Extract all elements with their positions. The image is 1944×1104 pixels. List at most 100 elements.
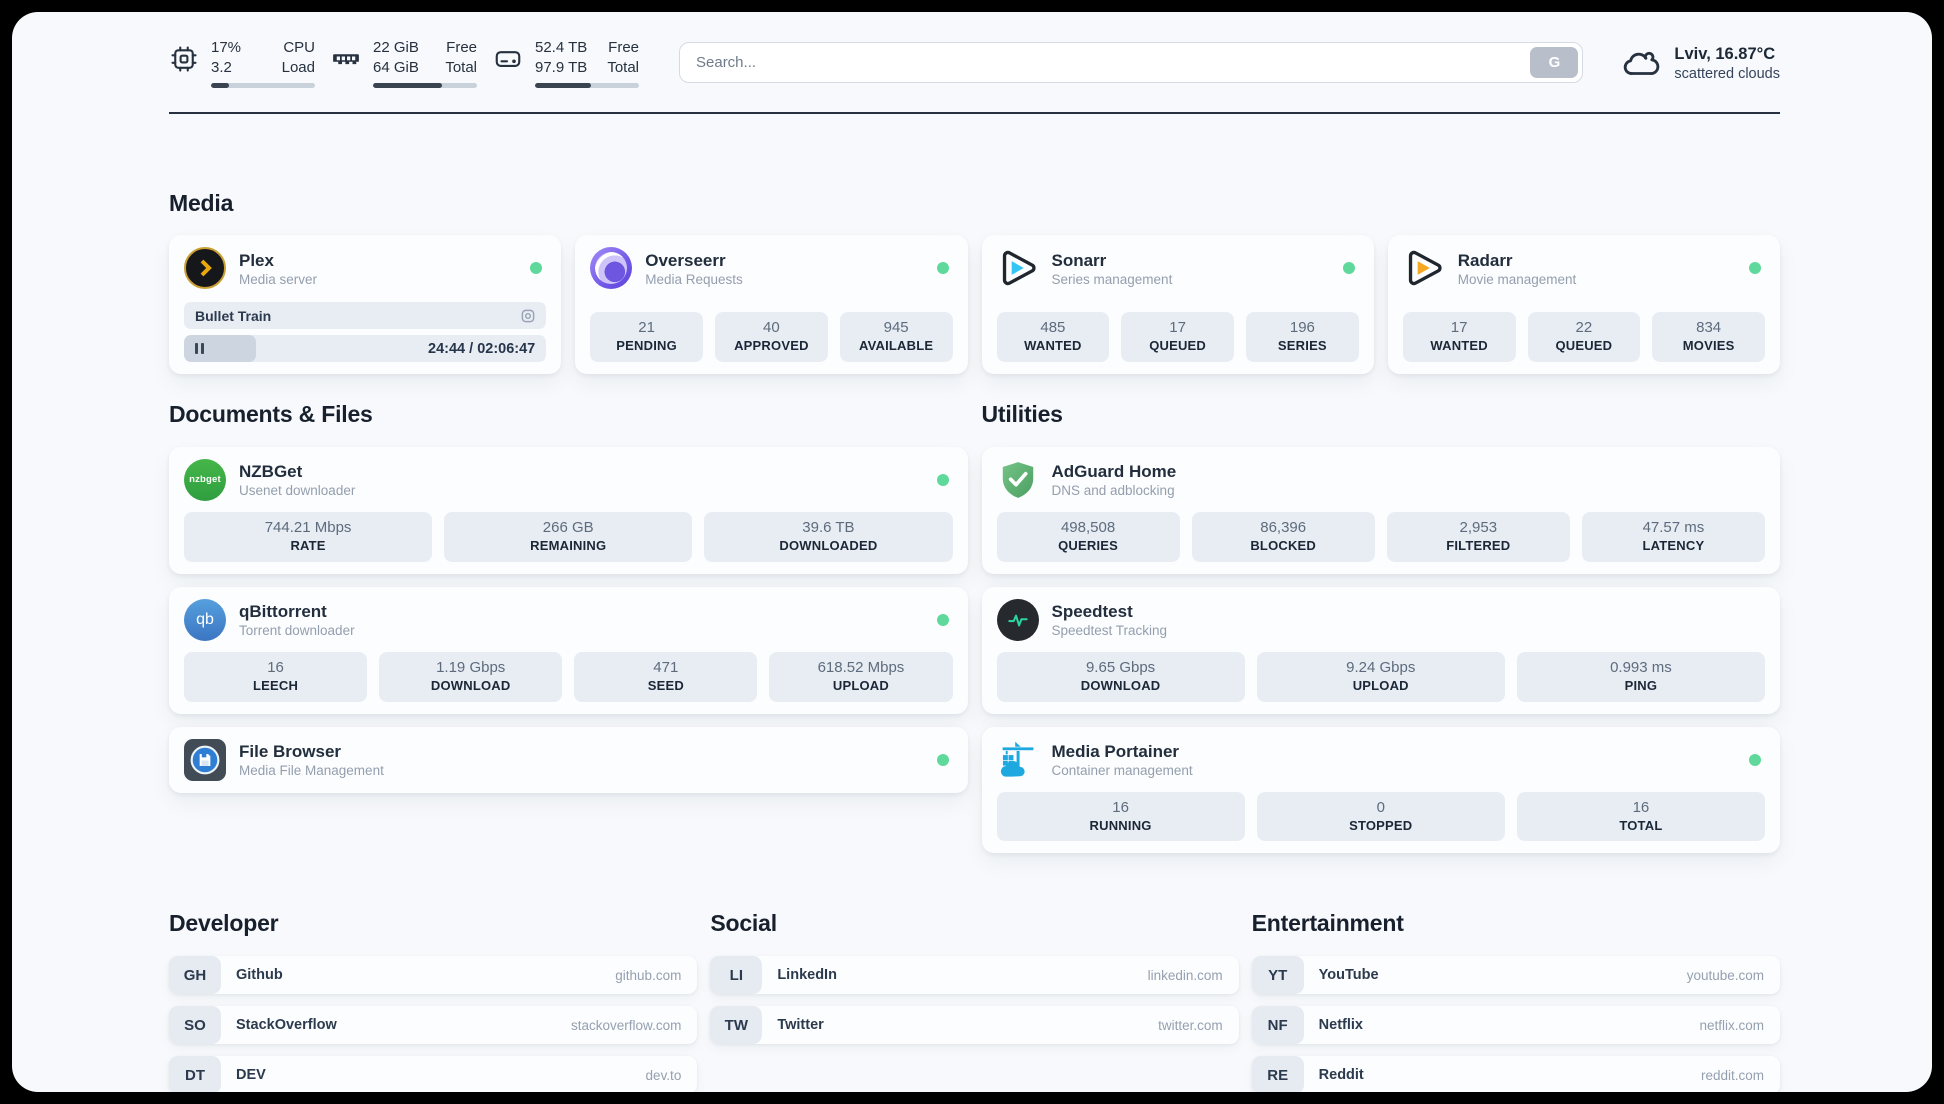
app-card-speedtest[interactable]: Speedtest Speedtest Tracking 9.65 Gbps D… [981,586,1780,714]
adguard-icon [997,459,1039,501]
cpu-progress-bar [211,82,315,88]
section-title-developer: Developer [169,910,279,937]
bookmark-abbr: RE [1251,1056,1304,1092]
stat-download: 1.19 Gbps DOWNLOAD [379,651,563,702]
stat-stopped: 0 STOPPED [1256,791,1505,842]
camera-icon [521,309,535,323]
cpu-progress-fill [211,82,229,88]
app-subtitle: DNS and adblocking [1051,483,1175,499]
app-name: File Browser [239,741,342,761]
bookmark-url: linkedin.com [1147,967,1223,983]
bookmark-stackoverflow[interactable]: SO StackOverflow stackoverflow.com [169,1006,698,1045]
app-card-qbittorrent[interactable]: qb qBittorrent Torrent downloader 16 LEE… [169,586,968,714]
bookmark-name: Reddit [1318,1067,1364,1084]
cpu-usage-value: 17% [211,39,242,56]
bookmark-url: netflix.com [1699,1017,1764,1033]
topbar-divider [169,111,1780,114]
app-card-nzbget[interactable]: nzbget NZBGet Usenet downloader 744.21 M… [169,446,968,574]
stat-seed: 471 SEED [574,651,758,702]
bookmark-name: Netflix [1318,1017,1363,1034]
bookmark-linkedin[interactable]: LI LinkedIn linkedin.com [710,956,1239,995]
stat-wanted: 485 WANTED [996,312,1110,363]
app-name: AdGuard Home [1051,462,1177,482]
stat-series: 196 SERIES [1246,312,1359,363]
search-input[interactable] [679,42,1584,84]
app-subtitle: Series management [1051,271,1173,287]
filebrowser-icon [184,738,226,781]
app-card-overseerr[interactable]: Overseerr Media Requests 21 PENDING 40 A… [575,235,968,375]
bookmark-name: LinkedIn [777,967,837,984]
disk-total-value: 97.9 TB [535,58,588,76]
app-card-sonarr[interactable]: Sonarr Series management 485 WANTED 17 Q… [981,235,1374,375]
status-dot [936,473,949,486]
cpu-loadavg-value: 3.2 [211,58,232,76]
status-dot [936,753,949,766]
bookmark-abbr: YT [1251,956,1304,995]
nzbget-icon: nzbget [184,458,226,501]
bookmark-abbr: DT [169,1056,221,1092]
bookmark-url: github.com [615,967,682,983]
disk-total-label: Total [607,58,639,76]
stat-upload: 618.52 Mbps UPLOAD [769,651,953,702]
app-card-radarr[interactable]: Radarr Movie management 17 WANTED 22 QUE… [1387,235,1780,375]
stat-download: 9.65 Gbps DOWNLOAD [996,651,1245,702]
memory-progress-bar [373,82,477,88]
radarr-icon [1403,247,1445,289]
section-title-documents: Documents & Files [169,401,373,428]
sonarr-icon [997,247,1039,289]
section-title-media: Media [169,189,234,216]
disk-progress-fill [535,82,592,88]
bookmark-dev[interactable]: DT DEV dev.to [169,1056,698,1092]
app-name: Speedtest [1051,602,1133,622]
app-card-portainer[interactable]: Media Portainer Container management 16 … [981,726,1780,854]
qbittorrent-icon: qb [184,598,226,641]
stat-ping: 0.993 ms PING [1516,651,1765,702]
bookmark-abbr: NF [1251,1006,1304,1045]
app-subtitle: Speedtest Tracking [1051,623,1168,639]
bookmark-youtube[interactable]: YT YouTube youtube.com [1251,956,1780,995]
bookmark-netflix[interactable]: NF Netflix netflix.com [1251,1006,1780,1045]
weather-condition: scattered clouds [1674,65,1780,82]
disk-progress-bar [535,82,639,88]
app-subtitle: Media server [239,271,318,287]
plex-icon [184,247,226,290]
bookmark-name: YouTube [1318,967,1379,984]
status-dot [936,262,949,275]
stat-available: 945 AVAILABLE [839,312,953,363]
bookmark-name: Github [236,967,283,984]
bookmark-github[interactable]: GH Github github.com [169,956,698,995]
cloud-icon [1621,43,1661,83]
bookmark-abbr: LI [710,956,763,995]
bookmark-url: youtube.com [1686,967,1764,983]
bookmark-url: reddit.com [1700,1067,1764,1083]
bookmark-abbr: GH [169,956,221,995]
app-subtitle: Container management [1051,763,1193,779]
bookmark-name: StackOverflow [236,1017,337,1034]
app-name: Plex [239,250,274,270]
bookmark-twitter[interactable]: TW Twitter twitter.com [710,1006,1239,1045]
app-name: Overseerr [645,250,726,270]
app-card-adguard[interactable]: AdGuard Home DNS and adblocking 498,508 … [981,446,1780,574]
search-bar: G [679,42,1584,84]
app-name: Radarr [1457,250,1513,270]
memory-free-label: Free [446,39,477,56]
bookmark-url: dev.to [645,1067,682,1083]
app-card-plex[interactable]: Plex Media server Bullet Train 24:44 / 0… [169,235,562,375]
stat-queued: 17 QUEUED [1121,312,1234,363]
stat-movies: 834 MOVIES [1652,312,1765,363]
app-subtitle: Torrent downloader [239,623,355,639]
stat-total: 16 TOTAL [1516,791,1765,842]
bookmark-reddit[interactable]: RE Reddit reddit.com [1251,1056,1780,1092]
app-subtitle: Media Requests [645,271,743,287]
memory-free-value: 22 GiB [373,39,419,56]
search-engine-button[interactable]: G [1530,47,1579,79]
cpu-load-label: Load [281,58,315,76]
app-card-filebrowser[interactable]: File Browser Media File Management [169,726,968,793]
stat-queries: 498,508 QUERIES [996,511,1180,562]
now-playing-row: Bullet Train [184,302,547,330]
section-title-entertainment: Entertainment [1251,910,1404,937]
stat-blocked: 86,396 BLOCKED [1191,511,1375,562]
status-dot [1749,262,1761,275]
pause-icon [195,343,204,355]
ram-icon [331,44,361,74]
